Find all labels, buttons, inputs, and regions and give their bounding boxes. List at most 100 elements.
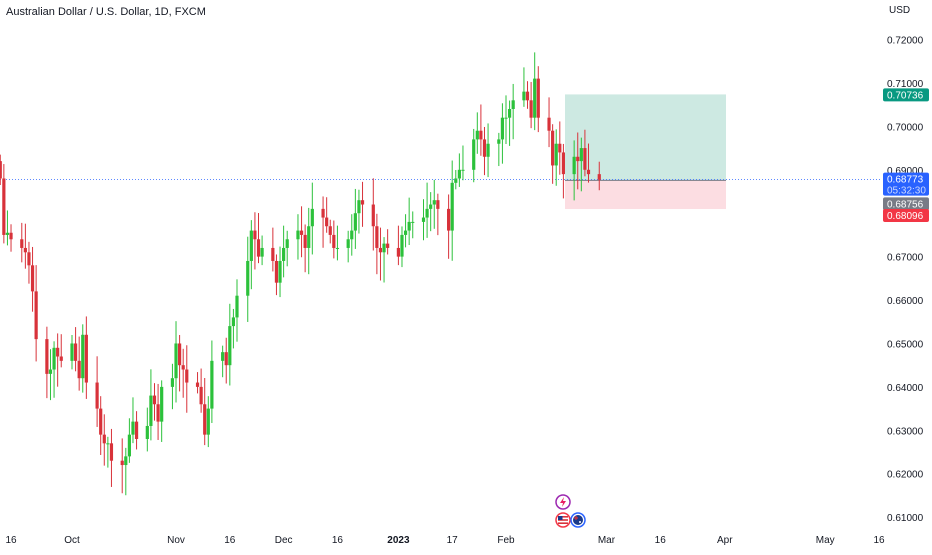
candle-body bbox=[185, 369, 189, 383]
candle-body bbox=[228, 326, 232, 366]
candle-body bbox=[206, 408, 210, 435]
candle-body bbox=[511, 100, 515, 110]
candle-body bbox=[210, 360, 214, 409]
target-price-badge[interactable] bbox=[883, 88, 929, 102]
candle-body bbox=[99, 408, 103, 435]
current-price-badge-text: 05:32:30 bbox=[887, 186, 926, 197]
candle-body bbox=[131, 421, 135, 435]
candle-body bbox=[461, 169, 465, 171]
candle-body bbox=[558, 143, 562, 153]
candle-body bbox=[203, 404, 207, 435]
candle-body bbox=[278, 260, 282, 283]
time-tick-label: 16 bbox=[655, 535, 667, 546]
target-price-badge-text: 0.70736 bbox=[887, 90, 924, 101]
stop-price-badge[interactable] bbox=[883, 209, 929, 223]
candle-body bbox=[328, 226, 332, 235]
candle-body bbox=[27, 252, 31, 266]
candle-body bbox=[296, 230, 300, 240]
candle-body bbox=[134, 421, 139, 439]
candle-body bbox=[282, 247, 286, 261]
candle-body bbox=[249, 230, 253, 261]
candle-body bbox=[597, 174, 601, 180]
candle-body bbox=[181, 365, 185, 370]
time-axis[interactable]: 16 Oct Nov 16 Dec 16 2023 17 Feb Mar 16 Apr May 16 bbox=[5, 535, 885, 546]
price-tick-label: 0.70000 bbox=[887, 122, 924, 133]
entry-price-badge[interactable] bbox=[883, 197, 929, 211]
candle-body bbox=[285, 239, 289, 248]
candle-body bbox=[156, 404, 160, 422]
price-tick-label: 0.72000 bbox=[887, 36, 924, 47]
candle-body bbox=[310, 208, 314, 227]
price-axis[interactable]: 0.720000.710000.700000.690000.680000.670… bbox=[887, 36, 924, 525]
symbol-title[interactable]: Australian Dollar / U.S. Dollar, 1D, FXC… bbox=[6, 6, 206, 18]
candle-body bbox=[371, 204, 375, 227]
time-tick-label: 17 bbox=[447, 535, 459, 546]
candle-body bbox=[432, 200, 436, 205]
candle-body bbox=[482, 139, 487, 157]
candle-body bbox=[9, 232, 13, 240]
candle-body bbox=[30, 265, 35, 292]
position-stop-zone[interactable] bbox=[565, 180, 726, 210]
candle-body bbox=[246, 260, 250, 296]
candle-body bbox=[346, 239, 350, 248]
candle-body bbox=[199, 386, 203, 405]
candle-body bbox=[360, 200, 365, 205]
time-tick-label: Oct bbox=[64, 535, 80, 546]
candle-body bbox=[109, 443, 114, 461]
price-tick-label: 0.65000 bbox=[887, 339, 924, 350]
candle-body bbox=[547, 117, 551, 131]
candle-body bbox=[429, 204, 433, 209]
candle-body bbox=[536, 78, 540, 118]
au-flag-icon[interactable] bbox=[570, 512, 586, 528]
candle-body bbox=[357, 200, 361, 214]
candle-body bbox=[486, 143, 490, 157]
price-tick-label: 0.71000 bbox=[887, 79, 924, 90]
candle-body bbox=[353, 213, 357, 231]
candles bbox=[0, 52, 601, 496]
candle-body bbox=[81, 334, 85, 379]
us-flag-icon[interactable] bbox=[555, 512, 571, 528]
candle-body bbox=[260, 247, 264, 257]
candle-body bbox=[224, 352, 228, 366]
candle-body bbox=[106, 443, 110, 445]
candle-body bbox=[436, 200, 440, 209]
price-tick-label: 0.69000 bbox=[887, 166, 924, 177]
price-tick-label: 0.62000 bbox=[887, 470, 924, 481]
candle-body bbox=[500, 117, 505, 140]
time-tick-label: 16 bbox=[332, 535, 344, 546]
candle-body bbox=[529, 100, 533, 118]
position-target-zone[interactable] bbox=[565, 94, 726, 181]
time-tick-label: Mar bbox=[598, 535, 616, 546]
event-markers[interactable] bbox=[555, 494, 586, 528]
candle-body bbox=[48, 369, 53, 374]
candle-body bbox=[70, 343, 74, 361]
price-tick-label: 0.64000 bbox=[887, 383, 924, 394]
candle-body bbox=[332, 234, 336, 248]
candle-body bbox=[583, 148, 587, 170]
current-price-badge[interactable] bbox=[883, 172, 929, 196]
candle-body bbox=[95, 382, 99, 409]
candle-body bbox=[145, 425, 149, 439]
candle-body bbox=[45, 339, 49, 374]
candle-body bbox=[256, 239, 261, 257]
lightning-icon[interactable] bbox=[555, 494, 571, 510]
candle-body bbox=[178, 343, 182, 366]
candle-body bbox=[235, 295, 239, 318]
candle-body bbox=[447, 208, 451, 231]
candle-body bbox=[533, 78, 537, 118]
price-tick-label: 0.63000 bbox=[887, 426, 924, 437]
candle-body bbox=[335, 247, 340, 249]
candle-body bbox=[522, 91, 526, 101]
time-tick-label: Apr bbox=[717, 535, 733, 546]
candle-body bbox=[102, 434, 106, 444]
candle-body bbox=[504, 117, 508, 119]
candle-body bbox=[84, 334, 88, 383]
candle-body bbox=[425, 208, 429, 218]
candle-body bbox=[56, 347, 60, 357]
candle-body bbox=[382, 243, 386, 253]
candle-body bbox=[52, 347, 56, 370]
candle-body bbox=[554, 143, 558, 166]
